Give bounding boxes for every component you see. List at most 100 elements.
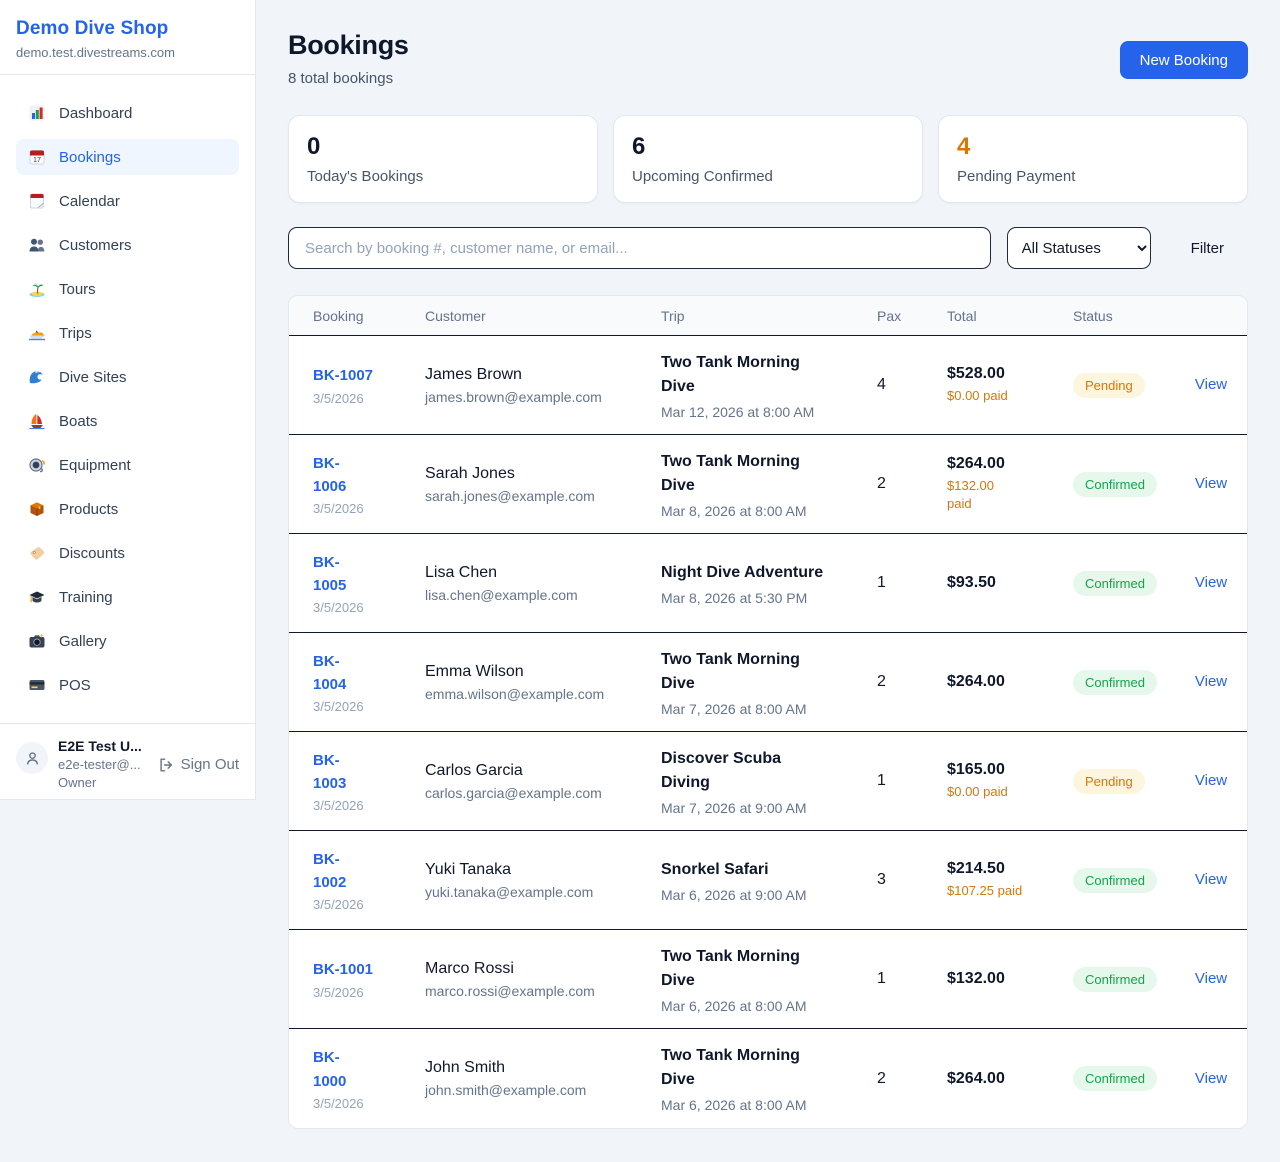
- sidebar-item-pos[interactable]: POS: [16, 667, 239, 703]
- filter-button[interactable]: Filter: [1167, 240, 1248, 257]
- view-link[interactable]: View: [1194, 970, 1228, 987]
- view-link[interactable]: View: [1194, 673, 1228, 690]
- sidebar-item-label: POS: [59, 676, 91, 694]
- booking-id-link[interactable]: BK- 1002: [313, 850, 347, 891]
- page-header: Bookings 8 total bookings New Booking: [288, 30, 1248, 87]
- sidebar-item-label: Products: [59, 500, 119, 518]
- sidebar-item-label: Boats: [59, 412, 98, 430]
- sign-out-button[interactable]: Sign Out: [158, 756, 239, 773]
- new-booking-button[interactable]: New Booking: [1119, 41, 1248, 79]
- sidebar-item-products[interactable]: Products: [16, 491, 239, 527]
- total-amount: $264.00: [947, 454, 1005, 472]
- view-link[interactable]: View: [1194, 871, 1228, 888]
- booking-cell: BK- 1006 3/5/2026: [289, 452, 413, 517]
- view-cell: View: [1175, 475, 1247, 493]
- sidebar-item-dive-sites[interactable]: Dive Sites: [16, 359, 239, 395]
- total-amount: $264.00: [947, 1069, 1005, 1087]
- stat-value: 6: [632, 133, 646, 160]
- status-cell: Confirmed: [1061, 1066, 1175, 1091]
- sidebar-item-bookings[interactable]: 17 Bookings: [16, 139, 239, 175]
- booking-id-link[interactable]: BK-1007: [313, 367, 374, 385]
- total-cell: $132.00: [935, 970, 1061, 988]
- booking-id-link[interactable]: BK-1001: [313, 961, 374, 979]
- sidebar-item-boats[interactable]: Boats: [16, 403, 239, 439]
- trip-name: Snorkel Safari: [661, 860, 769, 878]
- sidebar-item-label: Tours: [59, 280, 96, 298]
- graduation-cap-icon: [28, 588, 46, 606]
- status-cell: Confirmed: [1061, 966, 1175, 992]
- view-link[interactable]: View: [1194, 574, 1228, 591]
- sidebar-item-label: Calendar: [59, 192, 120, 210]
- sidebar-item-gallery[interactable]: Gallery: [16, 623, 239, 659]
- total-cell: $528.00 $0.00 paid: [935, 365, 1061, 405]
- booking-date: 3/5/2026: [313, 897, 364, 913]
- credit-card-icon: [28, 676, 46, 694]
- page-title: Bookings: [288, 30, 409, 60]
- total-cell: $264.00: [935, 1070, 1061, 1088]
- svg-text:17: 17: [33, 155, 41, 164]
- trip-name: Two Tank Morning Dive: [661, 452, 800, 494]
- total-amount: $93.50: [947, 574, 996, 591]
- sidebar-item-calendar[interactable]: Calendar: [16, 183, 239, 219]
- sidebar-item-customers[interactable]: Customers: [16, 227, 239, 263]
- view-link[interactable]: View: [1194, 772, 1228, 789]
- booking-cell: BK- 1005 3/5/2026: [289, 551, 413, 616]
- status-cell: Confirmed: [1061, 570, 1175, 596]
- pax-cell: 1: [877, 970, 886, 987]
- status-cell: Pending: [1061, 372, 1175, 398]
- status-badge: Confirmed: [1073, 570, 1157, 596]
- sidebar-item-label: Customers: [59, 236, 132, 254]
- customer-cell: Sarah Jones sarah.jones@example.com: [413, 465, 649, 504]
- total-paid: $0.00 paid: [947, 783, 1008, 799]
- column-header-booking: Booking: [313, 307, 364, 324]
- sidebar-item-trips[interactable]: Trips: [16, 315, 239, 351]
- dive-mask-icon: [28, 456, 46, 474]
- calendar-icon: [28, 192, 46, 210]
- trip-date: Mar 6, 2026 at 8:00 AM: [661, 1097, 807, 1113]
- view-link[interactable]: View: [1194, 1069, 1228, 1087]
- speedboat-icon: [28, 324, 46, 342]
- customer-cell: Lisa Chen lisa.chen@example.com: [413, 564, 649, 603]
- customer-cell: James Brown james.brown@example.com: [413, 366, 649, 405]
- search-input[interactable]: [288, 227, 991, 269]
- user-role: Owner: [58, 775, 97, 790]
- column-header-customer: Customer: [425, 307, 486, 324]
- view-link[interactable]: View: [1194, 376, 1228, 393]
- sidebar-item-equipment[interactable]: Equipment: [16, 447, 239, 483]
- customer-cell: Carlos Garcia carlos.garcia@example.com: [413, 762, 649, 801]
- stat-card-upcoming-confirmed: 6 Upcoming Confirmed: [613, 115, 923, 203]
- booking-cell: BK- 1002 3/5/2026: [289, 848, 413, 913]
- trip-name: Night Dive Adventure: [661, 563, 824, 581]
- status-cell: Confirmed: [1061, 471, 1175, 497]
- sidebar-item-discounts[interactable]: Discounts: [16, 535, 239, 571]
- booking-id-link[interactable]: BK- 1005: [313, 553, 347, 594]
- status-select[interactable]: All Statuses: [1006, 227, 1151, 269]
- booking-id-link[interactable]: BK- 1006: [313, 454, 347, 495]
- sidebar-item-dashboard[interactable]: Dashboard: [16, 95, 239, 131]
- table-row: BK- 1005 3/5/2026 Lisa Chen lisa.chen@ex…: [289, 534, 1247, 633]
- sidebar-item-training[interactable]: Training: [16, 579, 239, 615]
- trip-date: Mar 12, 2026 at 8:00 AM: [661, 403, 815, 420]
- status-badge: Confirmed: [1073, 966, 1157, 992]
- table-row: BK-1007 3/5/2026 James Brown james.brown…: [289, 336, 1247, 435]
- trip-cell: Night Dive Adventure Mar 8, 2026 at 5:30…: [649, 561, 865, 606]
- booking-date: 3/5/2026: [313, 501, 364, 517]
- sailboat-icon: [28, 412, 46, 430]
- booking-id-link[interactable]: BK- 1004: [313, 652, 347, 693]
- island-icon: [28, 280, 46, 298]
- customer-email: carlos.garcia@example.com: [425, 784, 602, 801]
- sign-out-label: Sign Out: [180, 756, 239, 773]
- trip-date: Mar 7, 2026 at 8:00 AM: [661, 700, 807, 717]
- shop-name: Demo Dive Shop: [16, 18, 169, 39]
- booking-date: 3/5/2026: [313, 984, 364, 1000]
- view-link[interactable]: View: [1194, 475, 1228, 492]
- trip-name: Discover Scuba Diving: [661, 749, 782, 791]
- column-header-trip: Trip: [661, 307, 685, 324]
- booking-id-link[interactable]: BK- 1000: [313, 1049, 347, 1090]
- total-amount: $264.00: [947, 673, 1005, 690]
- sidebar-item-label: Dive Sites: [59, 368, 127, 386]
- booking-cell: BK- 1000 3/5/2026: [289, 1046, 413, 1111]
- booking-id-link[interactable]: BK- 1003: [313, 751, 347, 792]
- sidebar-item-tours[interactable]: Tours: [16, 271, 239, 307]
- view-cell: View: [1175, 673, 1247, 691]
